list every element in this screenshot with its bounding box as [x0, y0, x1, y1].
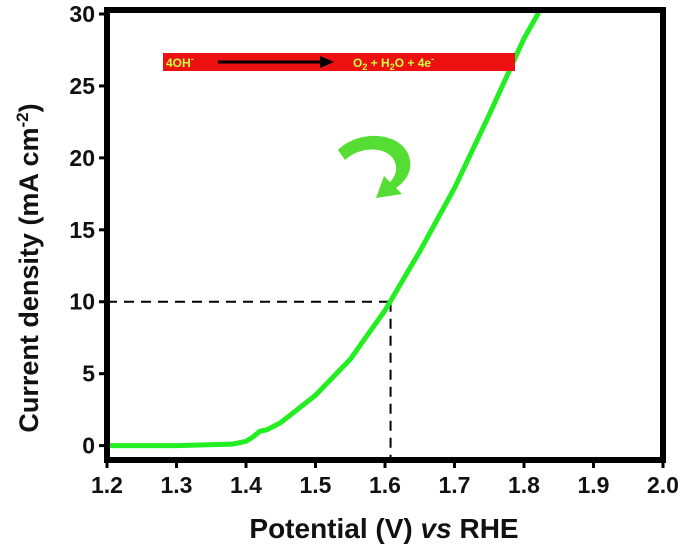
reactant: 4OH	[166, 56, 191, 70]
y-label-end: )	[14, 103, 44, 112]
x-tick-label: 2.0	[647, 472, 679, 498]
axes-frame	[104, 7, 666, 463]
x-label-end: RHE	[452, 513, 519, 544]
x-tick-label: 1.8	[508, 472, 540, 498]
x-tick-label: 1.5	[300, 472, 332, 498]
y-label-sup: -2	[13, 112, 32, 127]
product-h-sub: 2	[390, 62, 395, 72]
data-line	[104, 11, 541, 449]
y-tick-label: 15	[69, 217, 95, 243]
y-axis-label: Current density (mA cm-2)	[13, 103, 44, 432]
x-tick-label: 1.9	[578, 472, 610, 498]
x-tick-label: 1.6	[369, 472, 401, 498]
y-tick-label: 25	[69, 73, 95, 99]
product-o: O	[353, 56, 362, 70]
y-tick-label: 20	[69, 145, 95, 171]
y-tick-label: 10	[69, 289, 95, 315]
x-tick-label: 1.3	[161, 472, 193, 498]
reaction-right: O2 + H2O + 4e-	[353, 54, 434, 72]
x-label-main: Potential (V)	[249, 513, 420, 544]
x-label-italic: vs	[421, 513, 452, 544]
y-tick-label: 0	[82, 433, 95, 459]
product-end: O + 4e	[395, 56, 432, 70]
curved-arrow	[338, 135, 411, 198]
product-o-sub: 2	[362, 62, 367, 72]
x-tick-label: 1.7	[439, 472, 471, 498]
reaction-left: 4OH-	[166, 54, 194, 70]
x-tick-label: 1.2	[91, 472, 123, 498]
reaction-banner	[163, 53, 515, 71]
y-label-main: Current density (mA cm	[14, 128, 44, 433]
plot-area: 1.2 1.3 1.4 1.5 1.6 1.7 1.8 1.9 2.0 0 5 10 15 20 25 30	[69, 1, 679, 498]
x-tick-label: 1.4	[230, 472, 262, 498]
reaction-arrow-head	[320, 56, 334, 68]
y-tick-label: 5	[82, 361, 95, 387]
y-tick-label: 30	[69, 1, 95, 27]
x-axis-label: Potential (V) vs RHE	[249, 513, 518, 544]
reactant-charge: -	[191, 54, 194, 64]
product-charge: -	[431, 54, 434, 64]
product-h: + H	[367, 56, 389, 70]
